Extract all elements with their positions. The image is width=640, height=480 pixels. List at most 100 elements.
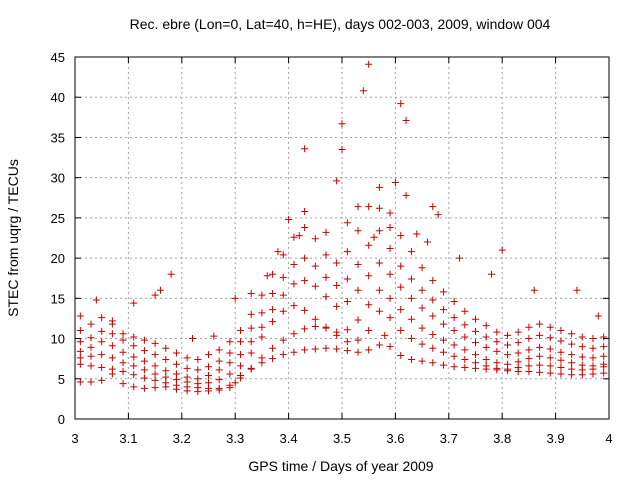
data-point [525, 323, 533, 331]
x-tick-label: 3.8 [493, 431, 511, 446]
data-point [247, 349, 255, 357]
data-point [130, 383, 138, 391]
data-point [365, 203, 373, 211]
data-point [151, 384, 159, 392]
data-point [546, 362, 554, 370]
data-point [461, 346, 469, 354]
data-point [98, 314, 106, 322]
data-point [472, 327, 479, 335]
data-point [119, 330, 127, 338]
data-point [365, 272, 373, 280]
data-point [274, 248, 282, 256]
data-point [279, 251, 287, 259]
data-point [482, 343, 490, 351]
data-point [226, 359, 234, 367]
data-point [338, 146, 346, 154]
data-point [311, 262, 319, 270]
data-point [461, 333, 469, 341]
data-point [290, 348, 298, 356]
y-tick-label: 5 [58, 372, 65, 387]
data-point [343, 298, 351, 306]
data-point [472, 359, 479, 367]
data-point [450, 327, 458, 335]
data-point [514, 358, 522, 366]
data-point [322, 344, 330, 352]
data-point [375, 307, 383, 315]
data-point [472, 339, 479, 347]
data-point [269, 355, 277, 363]
data-point [87, 362, 95, 370]
data-point [482, 362, 490, 370]
data-point [172, 370, 180, 378]
data-point [413, 230, 421, 238]
data-point [237, 327, 245, 335]
data-point [488, 270, 496, 278]
data-point [589, 362, 597, 370]
data-point [130, 299, 138, 307]
data-point [76, 354, 84, 362]
data-point [333, 328, 341, 336]
data-point [269, 290, 277, 298]
data-point [194, 355, 202, 363]
data-point [450, 352, 458, 360]
data-point [600, 360, 608, 368]
data-point [354, 261, 362, 269]
data-point [188, 335, 196, 343]
data-point [76, 327, 84, 335]
data-point [429, 359, 437, 367]
data-point [285, 215, 293, 223]
data-point [397, 262, 405, 270]
data-point [455, 254, 463, 262]
data-point [546, 345, 554, 353]
data-point [108, 342, 116, 350]
data-point [429, 331, 437, 339]
data-point [333, 345, 341, 353]
data-point [504, 341, 512, 349]
data-point [568, 351, 576, 359]
data-point [162, 373, 170, 381]
data-point [226, 349, 234, 357]
data-point [194, 366, 202, 374]
data-point [76, 347, 84, 355]
data-point [311, 282, 319, 290]
data-point [290, 302, 298, 310]
data-point [514, 328, 522, 336]
data-point [429, 344, 437, 352]
data-point [450, 314, 458, 322]
data-point [215, 346, 223, 354]
x-tick-label: 3.6 [386, 431, 404, 446]
data-point [338, 120, 346, 128]
data-point [568, 330, 576, 338]
data-point [269, 344, 277, 352]
data-point [493, 338, 501, 346]
data-point [546, 369, 554, 377]
data-point [247, 324, 255, 332]
data-point [258, 333, 266, 341]
data-point [162, 367, 170, 375]
data-point [98, 338, 106, 346]
data-point [130, 342, 138, 350]
data-point [290, 280, 298, 288]
data-point [279, 351, 287, 359]
data-point [76, 360, 84, 368]
data-point [354, 316, 362, 324]
data-point [375, 204, 383, 212]
data-point [514, 339, 522, 347]
data-point [568, 365, 576, 373]
y-tick-label: 35 [51, 130, 65, 145]
data-point [322, 293, 330, 301]
data-point [151, 376, 159, 384]
data-point [140, 357, 148, 365]
data-point [418, 340, 426, 348]
data-point [130, 362, 138, 370]
data-point [237, 338, 245, 346]
data-point [333, 281, 341, 289]
data-point [600, 343, 608, 351]
data-point [359, 87, 367, 95]
data-point [386, 224, 394, 232]
data-point [162, 344, 170, 352]
data-point [386, 244, 394, 252]
data-point [429, 312, 437, 320]
data-point [354, 203, 362, 211]
data-point [92, 296, 100, 304]
